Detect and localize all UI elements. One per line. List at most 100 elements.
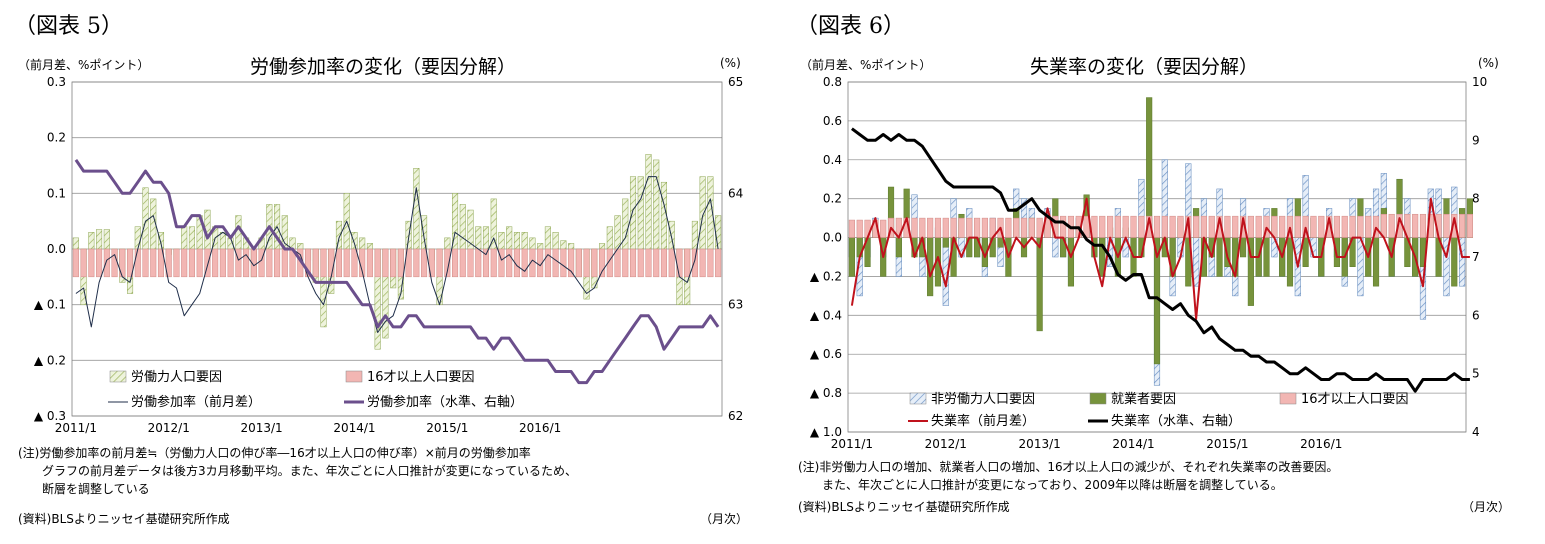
bar-R-s2-24 (1036, 217, 1043, 238)
bar-R-s0-26 (1052, 237, 1059, 258)
y-right-tick-label: 63 (728, 298, 743, 312)
bar-L-s1-75 (653, 248, 660, 278)
legend-label: 16才以上人口要因 (367, 370, 475, 385)
bar-L-s1-54 (490, 248, 497, 278)
bar-L-s1-46 (428, 248, 435, 278)
bar-L-s1-74 (645, 248, 652, 278)
y-right-tick-label: 64 (728, 186, 743, 200)
bar-R-s2-23 (1028, 217, 1035, 238)
bar-L-s1-52 (475, 248, 482, 278)
right-chart: 0.8 0.6 0.4 0.2 0.0 ▲ 0.2 ▲ 0.4 ▲ 0.6 ▲ 0.8 ▲ 1.0… (810, 75, 1487, 451)
bar-R-s2-59 (1310, 215, 1317, 238)
bar-R-s2-41 (1169, 215, 1176, 238)
bar-R-s2-73 (1419, 213, 1427, 238)
bar-R-s1-77 (1451, 237, 1458, 287)
bar-L-s1-57 (513, 248, 520, 278)
bar-L-s1-72 (629, 248, 637, 278)
legend-entry-L-0: 労働力人口要因 (109, 370, 222, 385)
bar-R-s2-25 (1044, 217, 1051, 238)
bar-L-s0-56 (506, 226, 513, 250)
bar-L-s1-1 (80, 248, 87, 278)
bar-L-s0-72 (629, 176, 637, 250)
bar-L-s1-8 (134, 248, 141, 278)
bar-R-s1-67 (1372, 237, 1380, 287)
bar-R-s2-49 (1232, 215, 1239, 238)
bar-R-s1-47 (1216, 237, 1223, 277)
bar-L-s1-70 (614, 248, 621, 278)
bar-R-s2-66 (1365, 215, 1372, 238)
x-tick-label: 2014/1 (1112, 437, 1154, 451)
y-left-tick-label: 0.0 (47, 242, 66, 256)
series-line-L-3 (74, 159, 720, 385)
bar-R-s0-65 (1357, 237, 1364, 297)
bar-L-s1-45 (421, 248, 428, 278)
bar-L-s1-10 (150, 248, 157, 278)
bar-L-s0-38 (366, 243, 373, 250)
y-right-tick-label: 8 (1472, 192, 1480, 206)
right-chart-title: 失業率の変化（要因分解） (1030, 56, 1259, 78)
legend-swatch (1279, 392, 1297, 405)
bar-R-s2-13 (950, 217, 957, 238)
bar-L-s0-76 (660, 181, 668, 250)
bar-R-s2-10 (927, 217, 934, 238)
bar-R-s2-40 (1161, 215, 1168, 238)
right-unit-left: （前月差、%ポイント） (800, 58, 932, 72)
bar-R-s2-15 (966, 217, 973, 238)
bar-R-s2-63 (1341, 215, 1348, 238)
bar-L-s0-29 (297, 243, 304, 250)
bar-L-s0-9 (142, 187, 149, 250)
bar-L-s0-37 (359, 237, 366, 250)
bar-L-s1-40 (382, 248, 389, 278)
bar-L-s1-79 (684, 248, 691, 278)
plot-frame (71, 81, 723, 417)
bar-R-s2-77 (1451, 213, 1458, 238)
bar-L-s1-62 (552, 248, 559, 278)
left-figure-label: （図表 5） (14, 14, 123, 39)
bar-L-s1-27 (281, 248, 288, 278)
bar-R-s1-6 (895, 237, 902, 258)
bar-L-s1-19 (219, 248, 226, 278)
y-left-tick-label: 0.3 (47, 75, 66, 89)
bar-L-s1-64 (568, 248, 575, 278)
bar-L-s1-56 (506, 248, 513, 278)
bar-L-s1-16 (196, 248, 203, 278)
legend-entry-R-0: 非労働力人口要因 (909, 392, 1035, 407)
legend-label: 失業率（水準、右軸） (1111, 413, 1241, 429)
bar-R-s2-47 (1216, 215, 1223, 238)
y-right-tick-label: 6 (1472, 308, 1480, 322)
bar-R-s2-60 (1318, 215, 1325, 238)
bar-L-s0-62 (552, 232, 559, 250)
bar-R-s2-65 (1357, 215, 1364, 238)
bar-R-s2-32 (1099, 215, 1106, 238)
bar-L-s0-14 (181, 226, 188, 250)
bar-L-s1-80 (691, 248, 698, 278)
bar-L-s0-57 (513, 232, 520, 250)
y-left-tick-label: ▲ 0.1 (34, 298, 66, 312)
bar-R-s2-9 (919, 217, 926, 238)
bar-L-s0-21 (235, 215, 242, 250)
y-left-tick-label: 0.2 (823, 192, 842, 206)
bar-L-s1-81 (699, 248, 706, 278)
y-left-tick-label: ▲ 0.8 (810, 386, 842, 400)
bar-R-s2-20 (1005, 217, 1012, 238)
bar-L-s0-52 (475, 226, 482, 250)
bar-L-s1-47 (436, 248, 443, 278)
legend-entry-R-4: 失業率（水準、右軸） (1088, 413, 1241, 429)
bar-L-s0-63 (560, 240, 567, 250)
bar-L-s1-5 (111, 248, 118, 278)
legend-entry-L-3: 労働参加率（水準、右軸） (344, 394, 523, 410)
bar-R-s2-55 (1279, 215, 1286, 238)
bar-L-s0-60 (537, 243, 544, 250)
bar-L-s1-13 (173, 248, 180, 278)
bar-L-s0-59 (529, 237, 536, 250)
bar-L-s1-48 (444, 248, 451, 278)
bar-L-s1-51 (467, 248, 474, 278)
bar-R-s1-0 (848, 237, 855, 277)
legend-label: 非労働力人口要因 (931, 392, 1035, 407)
bar-R-s2-33 (1106, 215, 1114, 238)
bar-L-s1-2 (88, 248, 95, 278)
bar-L-s1-38 (366, 248, 373, 278)
y-right-tick-label: 5 (1472, 367, 1480, 381)
right-note-1: (注)非労働力人口の増加、就業者人口の増加、16才以上人口の減少が、それぞれ失業… (798, 460, 1339, 474)
bar-L-s1-78 (676, 248, 683, 278)
